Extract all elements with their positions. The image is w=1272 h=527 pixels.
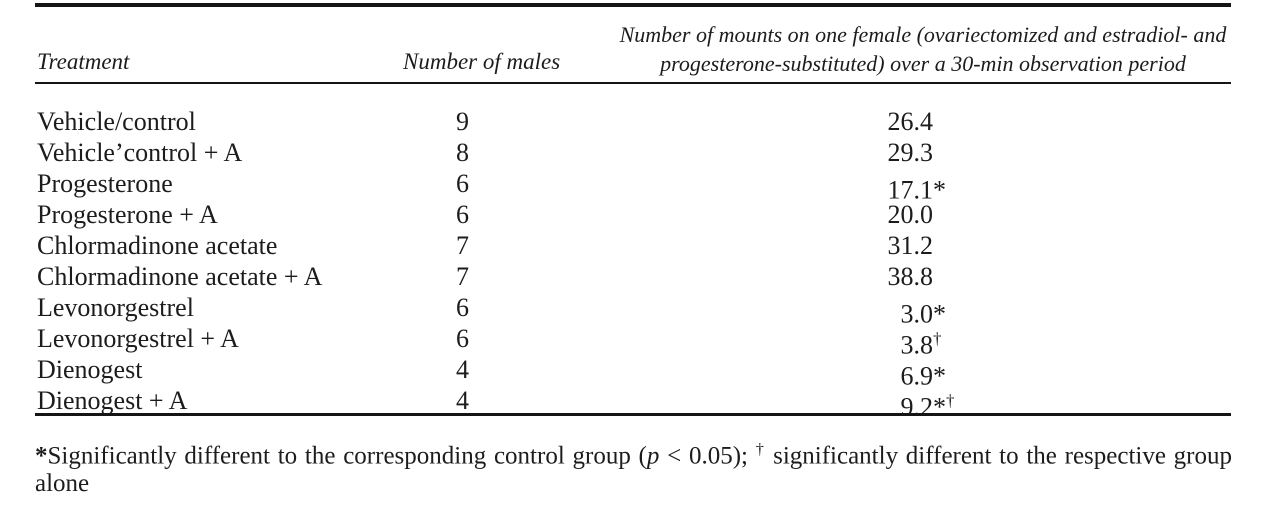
table-row: Dienogest 4 6.9* (0, 354, 1272, 391)
footnote-asterisk: * (35, 442, 48, 470)
table-row: Vehicle/control 9 26.4 (0, 106, 1272, 137)
cell-treatment: Chlormadinone acetate + A (37, 262, 323, 291)
mounts-value: 9.2 (900, 392, 934, 422)
cell-number-of-males: 6 (456, 169, 469, 198)
cell-number-of-mounts: 26.4 (745, 106, 934, 137)
mounts-value: 26.4 (887, 107, 934, 136)
table-bottom-rule (35, 413, 1231, 416)
cell-number-of-mounts: 3.0* (745, 292, 947, 330)
table-row: Levonorgestrel 6 3.0* (0, 292, 1272, 329)
cell-treatment: Vehicle’control + A (37, 138, 243, 167)
cell-number-of-mounts: 38.8 (745, 261, 934, 292)
mounts-value: 38.8 (887, 262, 934, 291)
mounts-value: 20.0 (887, 200, 934, 229)
column-header-number-of-mounts: Number of mounts on one female (ovariect… (593, 20, 1253, 78)
cell-number-of-mounts: 6.9* (745, 354, 947, 392)
footnote-text-3: significantly different to the respectiv… (35, 442, 1233, 498)
cell-number-of-mounts: 17.1* (745, 168, 947, 206)
mounts-value: 17.1 (887, 175, 934, 205)
significance-dagger: † (933, 329, 942, 348)
mounts-value: 31.2 (887, 231, 934, 260)
table-header-rule (35, 82, 1231, 84)
cell-number-of-mounts: 9.2*† (745, 385, 955, 423)
cell-number-of-males: 7 (456, 262, 469, 291)
mounts-value: 3.0 (900, 299, 934, 329)
cell-treatment: Chlormadinone acetate (37, 231, 278, 260)
table-row: Chlormadinone acetate + A 7 38.8 (0, 261, 1272, 292)
mounts-value: 3.8 (900, 330, 934, 360)
cell-number-of-males: 9 (456, 107, 469, 136)
cell-number-of-mounts: 3.8† (745, 323, 942, 361)
significance-asterisk: * (933, 361, 946, 391)
footnote-p-symbol: p (646, 442, 660, 470)
column-header-number-of-males: Number of males (403, 49, 561, 74)
column-header-treatment: Treatment (37, 49, 130, 74)
cell-treatment: Dienogest + A (37, 386, 188, 415)
significance-dagger: † (946, 391, 955, 410)
footnote-text-1: Significantly different to the correspon… (47, 442, 647, 470)
mounts-value: 6.9 (900, 361, 934, 391)
cell-number-of-males: 4 (456, 386, 469, 415)
table-row: Chlormadinone acetate 7 31.2 (0, 230, 1272, 261)
table-row: Progesterone 6 17.1* (0, 168, 1272, 205)
column-header-mounts-line1: Number of mounts on one female (ovariect… (619, 22, 1227, 47)
significance-asterisk: * (933, 392, 946, 422)
cell-treatment: Vehicle/control (37, 107, 196, 136)
footnote-dagger: † (755, 440, 766, 458)
column-header-mounts-line2: progesterone-substituted) over a 30-min … (660, 51, 1186, 76)
cell-number-of-males: 7 (456, 231, 469, 260)
table-row: Vehicle’control + A 8 29.3 (0, 137, 1272, 168)
cell-number-of-mounts: 31.2 (745, 230, 934, 261)
table-top-rule (35, 3, 1231, 7)
table-row: Levonorgestrel + A 6 3.8† (0, 323, 1272, 360)
table-footnote: *Significantly different to the correspo… (35, 435, 1232, 498)
cell-treatment: Progesterone (37, 169, 173, 198)
footnote-text-2: < 0.05); (659, 442, 756, 470)
cell-treatment: Progesterone + A (37, 200, 218, 229)
cell-treatment: Levonorgestrel (37, 293, 194, 322)
table-row: Dienogest + A 4 9.2*† (0, 385, 1272, 422)
cell-number-of-males: 8 (456, 138, 469, 167)
cell-number-of-mounts: 29.3 (745, 137, 934, 168)
cell-number-of-males: 4 (456, 355, 469, 384)
cell-number-of-males: 6 (456, 324, 469, 353)
cell-number-of-males: 6 (456, 293, 469, 322)
mounts-value: 29.3 (887, 138, 934, 167)
significance-asterisk: * (933, 175, 946, 205)
table-body: Vehicle/control 9 26.4 Vehicle’control +… (0, 106, 1272, 422)
significance-asterisk: * (933, 299, 946, 329)
cell-number-of-males: 6 (456, 200, 469, 229)
cell-treatment: Levonorgestrel + A (37, 324, 239, 353)
cell-number-of-mounts: 20.0 (745, 199, 934, 230)
table-row: Progesterone + A 6 20.0 (0, 199, 1272, 230)
cell-treatment: Dienogest (37, 355, 143, 384)
